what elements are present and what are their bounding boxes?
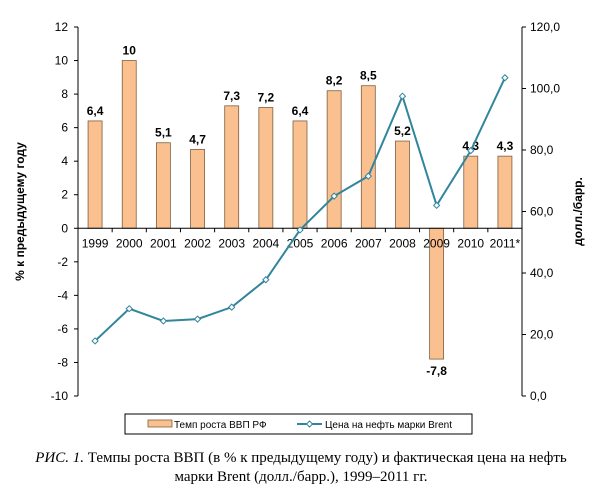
bar [87, 120, 103, 229]
left-tick-label: 2 [61, 188, 68, 202]
right-tick-label: 100,0 [530, 82, 560, 96]
brent-price-marker [467, 146, 475, 155]
brent-price-marker [432, 201, 441, 210]
caption-prefix: РИС. 1. [35, 450, 85, 466]
bar-data-label: 10 [123, 44, 137, 58]
brent-price-marker [364, 172, 373, 180]
bar [190, 149, 205, 229]
legend-label-gdp: Темп роста ВВП РФ [174, 420, 267, 431]
left-tick-label: 8 [61, 87, 68, 101]
right-tick-label: 40,0 [530, 266, 554, 280]
brent-price-marker [296, 226, 304, 234]
brent-price-marker [193, 315, 202, 323]
bar [395, 140, 410, 229]
brent-price-marker [330, 192, 338, 200]
bar-data-label: 7,2 [258, 91, 275, 105]
left-tick-label: 12 [55, 20, 69, 34]
caption-line2: марки Brent (долл./барр.), 1999–2011 гг. [174, 469, 428, 485]
brent-price-marker [398, 92, 407, 100]
brent-price-marker [227, 303, 236, 311]
right-tick-label: 120,0 [530, 20, 560, 34]
bar-data-label: -7,8 [426, 364, 447, 378]
bar [224, 105, 240, 229]
caption-text: Темпы роста ВВП (в % к предыдущему году)… [84, 450, 567, 466]
left-tick-label: -2 [57, 255, 68, 269]
bar-data-label: 4,7 [189, 132, 206, 146]
bar-data-label: 4,3 [497, 139, 514, 153]
x-tick-label: 2009 [423, 236, 450, 250]
x-tick-label: 2006 [321, 236, 348, 250]
left-tick-label: 0 [61, 221, 68, 235]
bar-data-label: 5,2 [394, 124, 411, 138]
legend-line-marker [305, 420, 314, 428]
brent-price-marker [501, 74, 509, 82]
right-tick-label: 60,0 [530, 205, 554, 219]
left-tick-label: -10 [51, 389, 69, 403]
x-tick-label: 2010 [457, 236, 484, 250]
left-tick-label: -4 [57, 288, 68, 302]
bar [121, 60, 137, 229]
chart: -10-8-6-4-20246810120,020,040,060,080,01… [13, 20, 585, 435]
x-tick-label: 2007 [355, 236, 382, 250]
bar [155, 142, 171, 229]
bar-data-label: 8,5 [360, 69, 377, 83]
bar-data-label: 6,4 [292, 104, 309, 118]
legend-label-brent: Цена на нефть марки Brent [325, 419, 452, 431]
right-tick-label: 80,0 [530, 143, 554, 157]
bar [292, 120, 308, 229]
bar [463, 155, 479, 229]
bar-data-label: 6,4 [87, 104, 104, 118]
bar [360, 85, 376, 229]
brent-price-marker [159, 317, 168, 325]
right-tick-label: 0,0 [530, 389, 547, 403]
left-tick-label: 6 [61, 121, 68, 135]
bar [258, 107, 274, 229]
y2-axis-title: долл./барр. [571, 177, 585, 246]
x-tick-label: 2003 [218, 236, 245, 250]
x-tick-label: 2008 [389, 236, 416, 250]
figure-caption: РИС. 1. Темпы роста ВВП (в % к предыдуще… [0, 449, 602, 487]
x-tick-label: 1999 [82, 236, 109, 250]
left-tick-label: 4 [61, 154, 68, 168]
x-tick-label: 2004 [252, 236, 279, 250]
y-axis-title: % к предыдущему году [13, 142, 27, 281]
x-tick-label: 2011* [490, 236, 521, 250]
x-tick-label: 2002 [184, 236, 211, 250]
x-tick-label: 2001 [150, 236, 177, 250]
bar-data-label: 7,3 [223, 89, 240, 103]
bar-data-label: 8,2 [326, 74, 343, 88]
bar [497, 155, 513, 229]
left-tick-label: -8 [57, 355, 68, 369]
bar-data-label: 5,1 [155, 126, 172, 140]
brent-price-marker [262, 276, 270, 284]
bar [326, 90, 342, 229]
brent-price-marker [91, 337, 99, 345]
left-tick-label: 10 [55, 54, 69, 68]
left-tick-label: -6 [57, 322, 68, 336]
right-tick-label: 20,0 [530, 328, 554, 342]
brent-price-marker [125, 304, 133, 313]
legend-bar-swatch [147, 419, 173, 428]
x-tick-label: 2000 [116, 236, 143, 250]
